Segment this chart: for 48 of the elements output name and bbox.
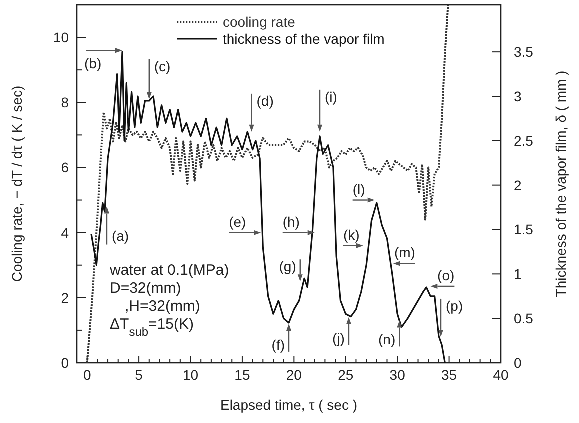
y2-tick-label: 3.5	[514, 44, 534, 60]
annotation: (e)	[229, 214, 246, 230]
x-tick-label: 35	[442, 367, 458, 383]
y-tick-label: 4	[61, 224, 70, 241]
annotation: D=32(mm)	[110, 280, 182, 297]
annotation: water at 0.1(MPa)	[109, 262, 230, 279]
annotation: (o)	[438, 268, 455, 284]
y2-tick-label: 0	[514, 355, 522, 371]
y2-tick-label: 2.5	[514, 132, 534, 149]
annotation: (g)	[279, 258, 296, 275]
x-tick-label: 30	[390, 367, 406, 383]
y2-tick-label: 1.5	[514, 222, 534, 238]
y2-tick-label: 0.5	[514, 310, 534, 327]
x-tick-label: 15	[234, 367, 250, 383]
legend-label: cooling rate	[223, 14, 296, 30]
annotation: (i)	[325, 88, 338, 105]
y-tick-label: 6	[61, 160, 70, 176]
annotation: (j)	[332, 330, 345, 346]
x-tick-label: 5	[135, 367, 144, 383]
x-tick-label: 20	[286, 367, 302, 383]
legend-label: thickness of the vapor film	[223, 31, 385, 47]
annotation: (d)	[256, 92, 274, 109]
x-tick-label: 0	[83, 367, 92, 383]
annotation: (b)	[84, 56, 102, 72]
annotation: (m)	[394, 244, 416, 261]
y-tick-label: 8	[61, 94, 70, 111]
annotation: (a)	[112, 228, 130, 244]
x-axis-title: Elapsed time, τ ( sec )	[220, 397, 358, 413]
y2-tick-label: 1	[514, 266, 522, 282]
y-tick-label: 2	[61, 290, 70, 306]
annotation: (h)	[282, 214, 300, 230]
annotation: (f)	[272, 336, 285, 353]
y-axis-title: Cooling rate, − dT / dτ ( K / sec)	[9, 86, 25, 282]
annotation: (l)	[352, 181, 366, 198]
annotation: ΔT$_{sub}$=15(K)	[110, 316, 194, 339]
annotation: (p)	[446, 298, 464, 314]
annotation: (k)	[343, 226, 360, 243]
y2-axis-title: Thickness of the vapor film, δ ( mm )	[553, 70, 569, 298]
annotation: (c)	[154, 58, 171, 74]
x-tick-label: 40	[493, 367, 509, 383]
x-tick-label: 25	[338, 367, 354, 383]
y-tick-label: 0	[61, 355, 70, 371]
y2-tick-label: 2	[514, 177, 522, 194]
x-tick-label: 10	[182, 367, 199, 383]
y-tick-label: 10	[53, 30, 70, 46]
y2-tick-label: 3	[514, 88, 522, 104]
annotation: (n)	[378, 332, 396, 348]
annotation: ,H=32(mm)	[125, 298, 200, 315]
